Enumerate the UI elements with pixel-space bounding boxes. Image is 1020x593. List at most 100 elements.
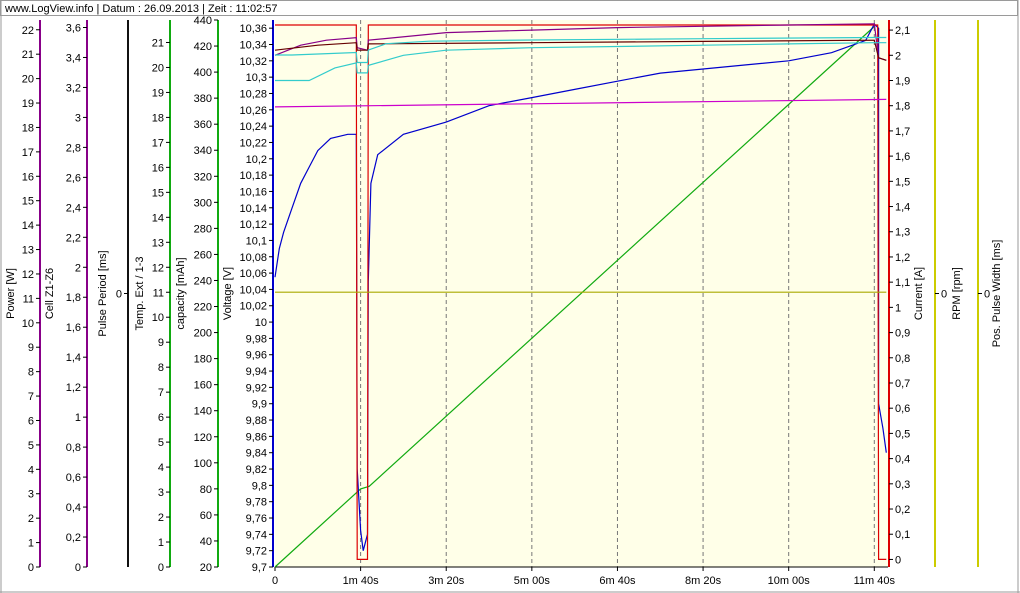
- y-tick-label: 180: [194, 354, 212, 366]
- y-tick-label: 1: [158, 537, 164, 549]
- y-tick-label: 2: [895, 50, 901, 62]
- y-tick-label: 13: [22, 245, 34, 257]
- y-tick-label: 20: [200, 562, 212, 574]
- y-tick-label: 10,18: [239, 170, 267, 182]
- y-tick-label: 1,3: [895, 227, 910, 239]
- y-tick-label: 14: [152, 212, 164, 224]
- y-tick-label: 1,5: [895, 176, 910, 188]
- y-tick-label: 1,6: [66, 322, 81, 334]
- axis-title-current: Current [A]: [913, 267, 925, 320]
- y-tick-label: 9,94: [246, 366, 267, 378]
- y-tick-label: 220: [194, 302, 212, 314]
- y-tick-label: 0: [941, 289, 947, 301]
- y-tick-label: 0,1: [895, 529, 910, 541]
- x-tick-label: 0: [272, 575, 278, 587]
- y-tick-label: 0: [75, 562, 81, 574]
- y-tick-label: 3: [75, 112, 81, 124]
- y-tick-label: 11: [153, 287, 164, 299]
- axis-title-pos_pulse_width: Pos. Pulse Width [ms]: [991, 240, 1003, 348]
- y-tick-label: 11: [23, 293, 34, 305]
- y-tick-label: 14: [22, 220, 34, 232]
- y-tick-label: 1,8: [895, 101, 910, 113]
- y-tick-label: 1: [28, 538, 34, 550]
- header-bar: www.LogView.info | Datum : 26.09.2013 | …: [0, 0, 1018, 16]
- y-tick-label: 18: [152, 112, 164, 124]
- y-tick-label: 0,6: [66, 472, 81, 484]
- axis-title-pulse_period: Pulse Period [ms]: [97, 250, 109, 336]
- y-tick-label: 440: [194, 15, 212, 27]
- y-tick-label: 0,2: [66, 532, 81, 544]
- y-tick-label: 10,16: [239, 186, 267, 198]
- axis-cell: 0 0,2 0,4 0,6 0,8 1 1,2 1,4 1,6 1,8 2 2,2 2,4 2,6 2,8 3…: [44, 20, 88, 574]
- series-line-current: [274, 39, 887, 61]
- axis-pos_pulse_width: 0 Pos. Pulse Width [ms]: [977, 20, 1003, 567]
- y-tick-label: 10,28: [239, 88, 267, 100]
- y-tick-label: 2,6: [66, 172, 81, 184]
- y-tick-label: 40: [200, 536, 212, 548]
- y-tick-label: 6: [28, 415, 34, 427]
- y-tick-label: 160: [194, 380, 212, 392]
- y-tick-label: 7: [28, 391, 34, 403]
- y-tick-label: 1,4: [66, 352, 81, 364]
- y-tick-label: 1: [75, 412, 81, 424]
- y-tick-label: 10: [255, 317, 267, 329]
- x-tick-label: 10m 00s: [768, 575, 811, 587]
- y-tick-label: 4: [28, 464, 34, 476]
- y-tick-label: 9,7: [252, 562, 267, 574]
- y-tick-label: 6: [158, 412, 164, 424]
- x-tick-label: 6m 40s: [599, 575, 636, 587]
- y-tick-label: 400: [194, 67, 212, 79]
- axis-voltage: 9,7 9,72 9,74 9,76 9,78 9,8 9,82 9,84 9,86 9,88 9,…: [222, 20, 274, 574]
- y-tick-label: 9,98: [246, 333, 267, 345]
- y-tick-label: 5: [28, 440, 34, 452]
- y-tick-label: 0: [28, 562, 34, 574]
- y-tick-label: 2,1: [895, 25, 910, 37]
- y-tick-label: 2: [28, 513, 34, 525]
- y-tick-label: 1,2: [66, 382, 81, 394]
- y-tick-label: 10,02: [239, 301, 267, 313]
- y-tick-label: 18: [22, 122, 34, 134]
- y-tick-label: 2,2: [66, 232, 81, 244]
- y-tick-label: 10,1: [246, 235, 267, 247]
- axis-title-rpm: RPM [rpm]: [951, 267, 963, 320]
- y-tick-label: 2,8: [66, 142, 81, 154]
- y-tick-label: 9: [28, 342, 34, 354]
- y-tick-label: 0,6: [895, 403, 910, 415]
- y-tick-label: 15: [22, 196, 34, 208]
- x-tick-label: 1m 40s: [343, 575, 380, 587]
- y-tick-label: 2,4: [66, 202, 81, 214]
- y-tick-label: 80: [200, 484, 212, 496]
- y-tick-label: 3,2: [66, 82, 81, 94]
- axis-temp: 0123456789101112131415161718192021Temp. …: [134, 20, 171, 574]
- y-tick-label: 21: [22, 49, 34, 61]
- y-tick-label: 1,4: [895, 202, 910, 214]
- y-tick-label: 9,88: [246, 415, 267, 427]
- y-tick-label: 10: [152, 312, 164, 324]
- y-tick-label: 5: [158, 437, 164, 449]
- y-tick-label: 10,26: [239, 105, 267, 117]
- y-tick-label: 1,1: [895, 277, 910, 289]
- series-line-cell: [274, 98, 887, 108]
- y-tick-label: 0,3: [895, 479, 910, 491]
- y-tick-label: 10,14: [239, 203, 267, 215]
- y-tick-label: 16: [22, 171, 34, 183]
- y-tick-label: 3: [28, 489, 34, 501]
- y-tick-label: 20: [22, 74, 34, 86]
- y-tick-label: 12: [22, 269, 34, 281]
- series-line-voltage: [274, 23, 887, 551]
- series-line-current: [274, 23, 887, 61]
- y-tick-label: 9,92: [246, 382, 267, 394]
- axis-capacity: 20 40 60 80 100 120 140 160 180 200 220 240 260 280 30…: [175, 15, 219, 574]
- y-tick-label: 12: [152, 262, 164, 274]
- y-tick-label: 320: [194, 171, 212, 183]
- y-tick-label: 120: [194, 432, 212, 444]
- axis-current: 0 0,1 0,2 0,3 0,4 0,5 0,6 0,7 0,8 0,9 1 1,1 1,2 1,3 1,…: [888, 20, 925, 567]
- x-tick-label: 8m 20s: [685, 575, 722, 587]
- y-tick-label: 3,4: [66, 52, 81, 64]
- y-tick-label: 0,7: [895, 378, 910, 390]
- y-tick-label: 1,6: [895, 151, 910, 163]
- y-tick-label: 9,78: [246, 497, 267, 509]
- axis-title-cell: Cell Z1-Z6: [44, 268, 56, 319]
